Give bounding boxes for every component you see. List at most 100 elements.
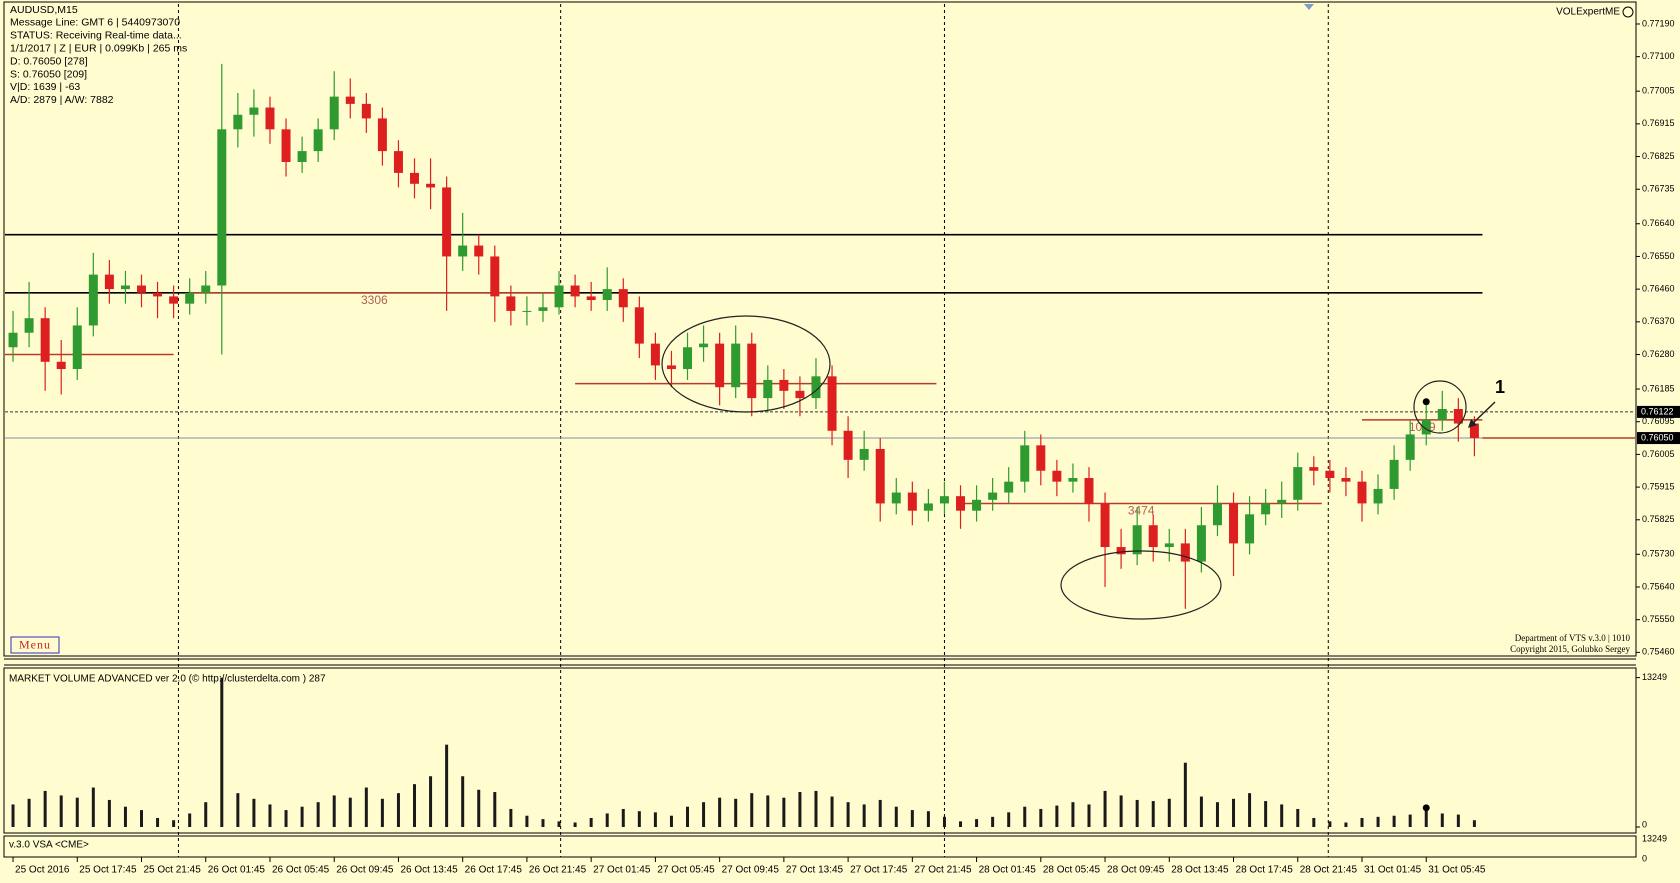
- volume-bar: [1312, 817, 1316, 827]
- candle-body: [281, 129, 291, 163]
- candle-body: [650, 343, 660, 366]
- annotation-ellipse: [661, 315, 831, 413]
- candle-body: [811, 376, 821, 399]
- brand-icon: [1622, 6, 1634, 18]
- volume-bar: [493, 792, 497, 827]
- candle-body: [843, 430, 853, 460]
- candle-body: [522, 310, 532, 312]
- info-line: Message Line: GMT 6 | 5440973070: [10, 17, 180, 29]
- candle-body: [666, 365, 676, 370]
- shift-marker: [1304, 4, 1314, 10]
- volume-bar: [942, 816, 946, 827]
- candle-body: [201, 285, 211, 293]
- candle-body: [715, 343, 725, 388]
- volume-bar: [653, 812, 657, 827]
- candle-body: [747, 343, 757, 399]
- candle-body: [1373, 488, 1383, 504]
- info-line: A/D: 2879 | A/W: 7882: [10, 94, 114, 106]
- candle-body: [56, 361, 66, 370]
- candle-body: [24, 318, 34, 333]
- volume-bar: [1007, 812, 1011, 827]
- candle-body: [1116, 547, 1126, 555]
- volume-bar: [1183, 762, 1187, 827]
- candle-body: [1453, 409, 1463, 424]
- menu-button[interactable]: Menu: [10, 636, 60, 654]
- volume-bar: [959, 821, 963, 827]
- candle-body: [1068, 478, 1078, 482]
- volume-bar: [718, 797, 722, 827]
- volume-bar: [43, 790, 47, 827]
- candle-body: [153, 292, 163, 297]
- info-line: AUDUSD,M15: [10, 4, 78, 16]
- marks-layer: 330634741039: [5, 63, 1635, 827]
- x-tick-label: 27 Oct 01:45: [593, 865, 651, 876]
- volume-bar: [396, 793, 400, 827]
- volume-bar: [1119, 795, 1123, 827]
- candle-body: [859, 448, 869, 460]
- candle-body: [233, 114, 243, 130]
- candle-body: [393, 151, 403, 173]
- info-line: 1/1/2017 | Z | EUR | 0.099Kb | 265 ms: [10, 42, 187, 54]
- candle-body: [1309, 467, 1319, 471]
- volume-title: MARKET VOLUME ADVANCED ver 2.0 (© http:/…: [9, 674, 326, 685]
- y-tick-label: 13249: [1642, 834, 1667, 844]
- menu-button-frame[interactable]: [10, 636, 60, 654]
- y-tick-label: 0.75730: [1642, 549, 1675, 559]
- candle-body: [1293, 467, 1303, 500]
- volume-bar: [316, 802, 320, 827]
- price-marker-box: [1637, 432, 1680, 445]
- volume-frame: [3, 667, 1637, 834]
- menu-label[interactable]: Menu: [19, 637, 51, 651]
- candle-body: [1004, 481, 1014, 493]
- candle-body: [956, 496, 966, 511]
- candle-body: [1405, 434, 1415, 460]
- volume-bar: [1103, 790, 1107, 827]
- y-tick-label: 0.77190: [1642, 18, 1675, 28]
- volume-bar: [1055, 805, 1059, 827]
- candle-body: [8, 332, 18, 348]
- price-marker-box: [1637, 405, 1680, 418]
- info-line: STATUS: Receiving Real-time data...: [10, 30, 182, 42]
- candle-body: [923, 503, 933, 511]
- x-tick-label: 28 Oct 13:45: [1171, 865, 1229, 876]
- x-tick-label: 28 Oct 05:45: [1043, 865, 1101, 876]
- info-line: S: 0.76050 [209]: [10, 68, 87, 80]
- candle-body: [410, 172, 420, 184]
- volume-bar: [75, 797, 79, 827]
- candle-body: [827, 376, 837, 431]
- volume-bar: [541, 819, 545, 827]
- candle-body: [1164, 543, 1174, 548]
- volume-bar: [107, 799, 111, 827]
- candle-body: [1357, 481, 1367, 504]
- annotation-arrow: [1470, 401, 1496, 426]
- candle-body: [1132, 525, 1142, 555]
- y-tick-label: 0: [1642, 819, 1647, 829]
- y-tick-label: 0.76095: [1642, 416, 1675, 426]
- candle-body: [538, 307, 548, 311]
- volume-bar: [445, 744, 449, 827]
- y-tick-label: 0.76280: [1642, 349, 1675, 359]
- volume-bar: [621, 808, 625, 827]
- candle-body: [1277, 499, 1287, 504]
- candle-body: [731, 343, 741, 388]
- x-tick-label: 28 Oct 17:45: [1236, 865, 1294, 876]
- candle-body: [1245, 514, 1255, 544]
- candle-body: [1261, 503, 1271, 515]
- candle-body: [1421, 419, 1431, 435]
- candle-body: [763, 379, 773, 399]
- x-tick-label: 26 Oct 05:45: [272, 865, 330, 876]
- y-tick-label: 0.76460: [1642, 284, 1675, 294]
- volume-bar: [1264, 801, 1268, 827]
- volume-bar: [637, 811, 641, 827]
- volume-bar: [413, 784, 417, 827]
- x-tick-label: 27 Oct 17:45: [850, 865, 908, 876]
- candle-body: [1325, 470, 1335, 479]
- volume-bar: [1199, 796, 1203, 827]
- volume-bar: [782, 797, 786, 827]
- candle-body: [1341, 478, 1351, 482]
- y-tick-label: 0.76370: [1642, 316, 1675, 326]
- x-tick-label: 26 Oct 13:45: [400, 865, 458, 876]
- x-tick-label: 31 Oct 05:45: [1428, 865, 1486, 876]
- volume-bar: [123, 806, 127, 827]
